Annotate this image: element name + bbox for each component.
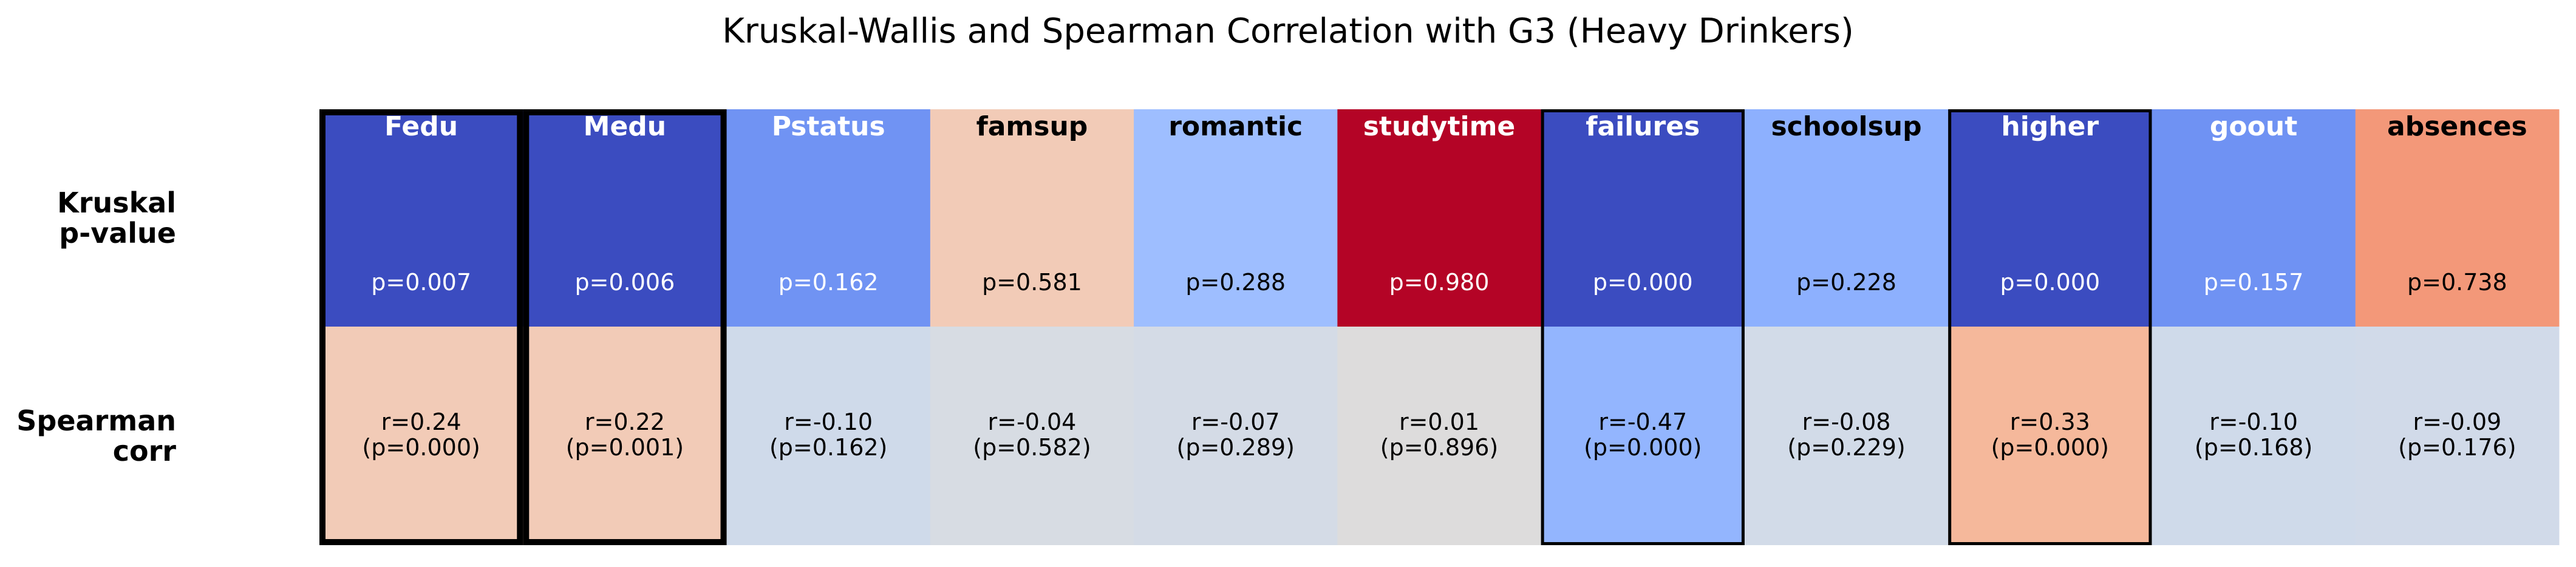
highlight-border-higher [1948,109,2152,545]
heatmap-cell-kruskal-Pstatus [726,109,931,327]
kruskal-value-label-failures: p=0.000 [1593,269,1693,296]
column-label-goout: goout [2210,111,2297,142]
column-label-romantic: romantic [1168,111,1303,142]
heatmap-cell-spearman-studytime [1337,327,1542,545]
heatmap-cell-kruskal-romantic [1134,109,1338,327]
heatmap-cell-kruskal-schoolsup [1744,109,1949,327]
kruskal-value-label-schoolsup: p=0.228 [1796,269,1896,296]
heatmap-cell-spearman-goout [2152,327,2356,545]
kruskal-value-label-Pstatus: p=0.162 [779,269,879,296]
heatmap-cell-spearman-Pstatus [726,327,931,545]
column-label-failures: failures [1586,111,1700,142]
column-label-Fedu: Fedu [384,111,458,142]
heatmap-cell-spearman-romantic [1134,327,1338,545]
heatmap-cell-spearman-higher [1948,327,2152,545]
spearman-p-label-studytime: (p=0.896) [1380,434,1498,461]
row-label-1-line-0: Spearman [16,404,176,437]
spearman-p-label-Medu: (p=0.001) [566,434,684,461]
spearman-r-label-famsup: r=-0.04 [988,409,1077,435]
spearman-p-label-higher: (p=0.000) [1991,434,2109,461]
spearman-r-label-higher: r=0.33 [2010,409,2090,435]
column-label-higher: higher [2001,111,2099,142]
column-label-schoolsup: schoolsup [1771,111,1921,142]
kruskal-value-label-higher: p=0.000 [2000,269,2100,296]
kruskal-value-label-absences: p=0.738 [2407,269,2507,296]
spearman-r-label-absences: r=-0.09 [2413,409,2501,435]
column-label-absences: absences [2387,111,2527,142]
heatmap-cell-kruskal-Fedu [319,109,523,327]
highlight-borders-layer [319,109,2152,545]
row-label-0-line-1: p-value [59,217,176,250]
heatmap-cell-spearman-failures [1541,327,1745,545]
spearman-r-label-Pstatus: r=-0.10 [784,409,873,435]
heatmap-cell-spearman-Medu [523,327,727,545]
spearman-p-label-failures: (p=0.000) [1584,434,1702,461]
spearman-p-label-schoolsup: (p=0.229) [1787,434,1905,461]
cells-layer: Fedup=0.007r=0.24(p=0.000)Medup=0.006r=0… [319,109,2560,545]
heatmap-cell-kruskal-absences [2355,109,2560,327]
spearman-p-label-goout: (p=0.168) [2195,434,2312,461]
kruskal-value-label-romantic: p=0.288 [1185,269,1286,296]
column-label-Medu: Medu [584,111,666,142]
heatmap-cell-spearman-absences [2355,327,2560,545]
spearman-r-label-romantic: r=-0.07 [1191,409,1280,435]
kruskal-value-label-Medu: p=0.006 [575,269,675,296]
column-label-famsup: famsup [976,111,1088,142]
highlight-border-failures [1541,109,1745,545]
kruskal-value-label-goout: p=0.157 [2204,269,2304,296]
row-label-1-line-1: corr [113,435,177,467]
kruskal-value-label-famsup: p=0.581 [982,269,1082,296]
spearman-p-label-romantic: (p=0.289) [1177,434,1295,461]
spearman-r-label-studytime: r=0.01 [1399,409,1479,435]
heatmap-cell-kruskal-Medu [523,109,727,327]
heatmap-cell-kruskal-goout [2152,109,2356,327]
kruskal-value-label-Fedu: p=0.007 [371,269,471,296]
spearman-p-label-Pstatus: (p=0.162) [769,434,887,461]
spearman-p-label-Fedu: (p=0.000) [362,434,480,461]
highlight-border-Fedu [319,109,523,545]
spearman-r-label-Fedu: r=0.24 [381,409,462,435]
kruskal-value-label-studytime: p=0.980 [1389,269,1490,296]
column-label-Pstatus: Pstatus [772,111,885,142]
heatmap-cell-spearman-famsup [930,327,1134,545]
heatmap-cell-spearman-Fedu [319,327,523,545]
heatmap-cell-spearman-schoolsup [1744,327,1949,545]
spearman-r-label-Medu: r=0.22 [585,409,665,435]
chart-title: Kruskal-Wallis and Spearman Correlation … [722,12,1854,51]
heatmap-cell-kruskal-failures [1541,109,1745,327]
spearman-r-label-goout: r=-0.10 [2209,409,2298,435]
heatmap-cell-kruskal-studytime [1337,109,1542,327]
spearman-r-label-failures: r=-0.47 [1598,409,1687,435]
column-label-studytime: studytime [1363,111,1516,142]
heatmap-cell-kruskal-famsup [930,109,1134,327]
heatmap-cell-kruskal-higher [1948,109,2152,327]
spearman-r-label-schoolsup: r=-0.08 [1802,409,1891,435]
highlight-border-Medu [523,109,727,545]
spearman-p-label-absences: (p=0.176) [2398,434,2516,461]
spearman-p-label-famsup: (p=0.582) [973,434,1091,461]
row-label-0-line-0: Kruskal [57,186,176,219]
